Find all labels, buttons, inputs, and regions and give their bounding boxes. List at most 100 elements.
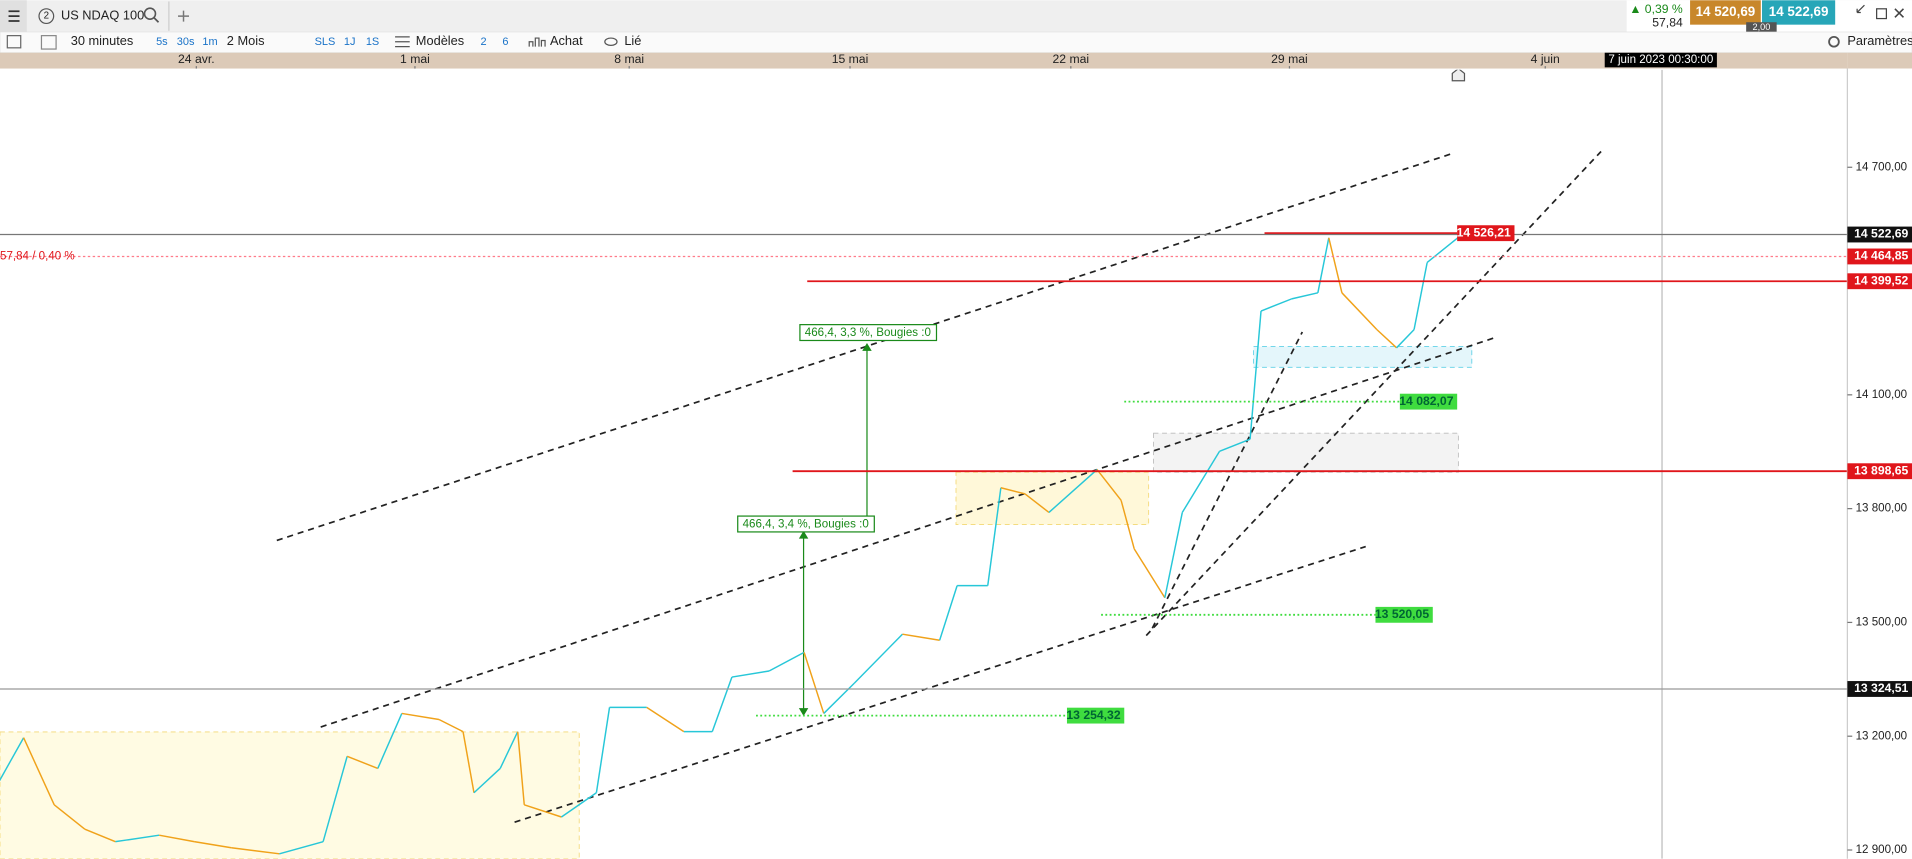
price-segment (1181, 450, 1221, 513)
price-tag (1847, 463, 1912, 480)
range-button[interactable]: 1S (366, 36, 379, 48)
templates-icon (395, 36, 410, 48)
sell-button[interactable] (1690, 0, 1761, 25)
layout-button[interactable]: 2 (480, 36, 486, 48)
price-tag (1375, 606, 1433, 623)
separator (168, 1, 170, 31)
list-icon[interactable] (6, 35, 22, 49)
price-segment (377, 713, 403, 769)
price-tag (1847, 273, 1912, 290)
layout-icon[interactable] (40, 35, 57, 50)
quick-interval[interactable]: 30s (177, 36, 195, 48)
price-segment (1048, 469, 1098, 513)
price-segment (711, 676, 733, 732)
price-tag-label: 14 082,07 (1399, 394, 1453, 408)
price-segment (1219, 438, 1251, 453)
zone (0, 731, 580, 859)
price-segment (346, 755, 379, 770)
price-segment (473, 767, 501, 794)
y-tick-label: 12 900,00 (1856, 844, 1908, 856)
price-segment (1000, 487, 1026, 495)
layout-button[interactable]: 6 (502, 36, 508, 48)
price-segment (646, 706, 685, 733)
spread-box (1746, 22, 1777, 32)
trend-line (514, 545, 1366, 823)
price-tag (1457, 225, 1515, 242)
price-segment (53, 804, 86, 830)
price-segment (1120, 500, 1135, 550)
price-segment (731, 670, 770, 678)
price-segment (1096, 469, 1122, 501)
chart-toolbar (0, 31, 1912, 54)
price-segment (1291, 292, 1319, 300)
crosshair-date: 7 juin 2023 00:30:00 (1608, 54, 1713, 66)
price-segment (516, 731, 525, 805)
price-tag-label: 13 324,51 (1854, 681, 1908, 695)
price-tag (1847, 681, 1912, 697)
linked[interactable]: Lié (624, 33, 641, 48)
quick-interval[interactable]: 5s (156, 36, 168, 48)
price-segment (279, 840, 324, 855)
price-segment (768, 651, 805, 672)
price-segment (115, 834, 160, 843)
price-segment (1341, 292, 1378, 331)
price-segment (902, 633, 940, 641)
tab-number: 2 (44, 11, 49, 22)
menu-icon (8, 10, 20, 22)
settings[interactable]: Paramètres (1847, 33, 1912, 48)
price-tag-label: 13 254,32 (1066, 708, 1120, 722)
x-tick-label: 24 avr. (178, 52, 215, 66)
measure-label: 466,4, 3,4 %, Bougies :0 (743, 519, 869, 531)
price-tag (1847, 248, 1912, 265)
buy[interactable]: Achat (550, 33, 583, 48)
y-tick-label: 13 500,00 (1856, 616, 1908, 628)
interval[interactable]: 30 minutes (71, 33, 134, 48)
close-icon[interactable] (1894, 8, 1905, 18)
time-axis (0, 52, 1848, 69)
price-segment (1024, 493, 1050, 514)
price-segment (1317, 237, 1330, 293)
price-segment (322, 756, 348, 842)
change-percent: ▲ 0,39 % (1629, 2, 1683, 16)
ask: 14 522,69 (1769, 4, 1829, 19)
range[interactable]: 2 Mois (227, 33, 265, 48)
trend-line (320, 337, 1495, 728)
range-button[interactable]: SLS (315, 36, 336, 48)
price-segment (938, 585, 958, 641)
maximize-icon[interactable] (1876, 8, 1888, 20)
trend-lines (276, 150, 1602, 823)
price-segment (499, 731, 519, 769)
crosshair-tag (1604, 52, 1717, 68)
search-icon[interactable] (143, 7, 157, 20)
buy-button[interactable] (1762, 0, 1836, 25)
price-segment (561, 792, 597, 818)
templates[interactable]: Modèles (416, 33, 464, 48)
event-marker (1451, 69, 1466, 82)
price-tag (1847, 226, 1912, 243)
y-tick-label: 14 700,00 (1856, 161, 1908, 173)
price-tag-label: 14 522,69 (1854, 227, 1908, 241)
buy-icon (528, 37, 546, 47)
detach-icon[interactable] (1856, 4, 1865, 14)
tab-badge (38, 8, 55, 25)
price-segment (231, 846, 280, 855)
trend-line (1151, 331, 1304, 629)
price-tag-label: 14 399,52 (1854, 273, 1908, 287)
link-icon (604, 37, 618, 47)
price-segment (803, 652, 825, 714)
price-segment (462, 731, 475, 793)
price-segment (595, 707, 611, 793)
plot-area: 466,4, 3,3 %, Bougies :0 466,4, 3,4 %, B… (0, 69, 1848, 859)
price-segment (1396, 329, 1415, 349)
quick-interval[interactable]: 1m (202, 36, 217, 48)
symbol[interactable]: US NDAQ 100 (61, 8, 144, 23)
measure-label: 466,4, 3,3 %, Bougies :0 (805, 327, 931, 339)
bid: 14 520,69 (1696, 4, 1756, 19)
price-segment (524, 804, 562, 818)
price-tag-label: 13 898,65 (1854, 463, 1908, 477)
range-button[interactable]: 1J (344, 36, 356, 48)
measure-tools (737, 324, 938, 717)
add-tab[interactable] (178, 10, 190, 22)
